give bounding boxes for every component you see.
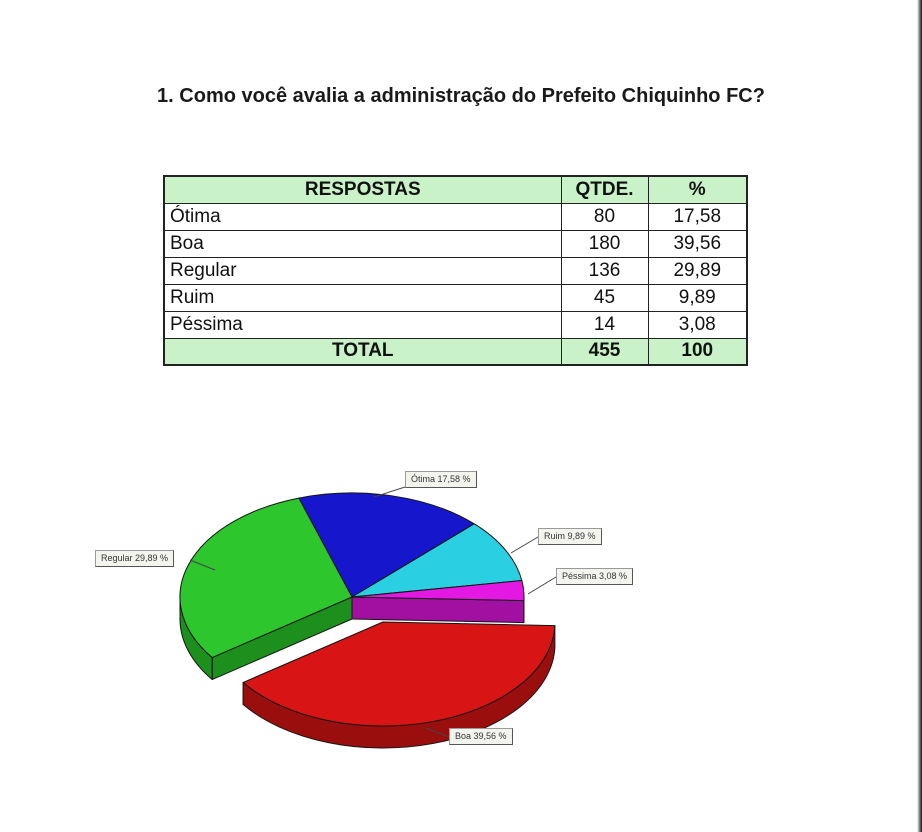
table-cell: 3,08: [647, 310, 748, 339]
col-header-qtde: QTDE.: [560, 175, 649, 204]
slice-top: [242, 621, 556, 727]
pie-label-ruim: Ruim 9,89 %: [538, 528, 602, 545]
table-cell: Ruim: [163, 283, 562, 312]
table-row: Boa 180 39,56: [163, 229, 748, 258]
slice-cut-face: [351, 596, 525, 624]
col-header-pct: %: [647, 175, 748, 204]
pie-slice-péssima: [351, 580, 525, 624]
total-pct: 100: [647, 337, 748, 366]
label-leader-line: [425, 727, 450, 738]
pie-chart-svg: [179, 486, 557, 749]
table-cell: 80: [560, 202, 649, 231]
results-table: RESPOSTAS QTDE. % Ótima 80 17,58 Boa 180 39,5…: [163, 175, 748, 366]
table-cell: 45: [560, 283, 649, 312]
pie-slice-regular: [179, 497, 353, 681]
table-row: Ruim 45 9,89: [163, 283, 748, 312]
slice-top: [298, 492, 475, 598]
table-cell: 39,56: [647, 229, 748, 258]
table-row: Regular 136 29,89: [163, 256, 748, 285]
table-cell: Péssima: [163, 310, 562, 339]
pie-label-regular: Regular 29,89 %: [95, 550, 175, 567]
table-cell: 14: [560, 310, 649, 339]
table-header-row: RESPOSTAS QTDE. %: [163, 175, 748, 204]
total-qtde: 455: [560, 337, 649, 366]
table-cell: Boa: [163, 229, 562, 258]
table-cell: Regular: [163, 256, 562, 285]
total-label: TOTAL: [163, 337, 562, 366]
slice-top: [351, 523, 523, 598]
pie-slice-boa: [242, 621, 556, 749]
label-leader-line: [189, 559, 216, 571]
table-row: Péssima 14 3,08: [163, 310, 748, 339]
label-leader-line: [527, 576, 557, 595]
table-row: Ótima 80 17,58: [163, 202, 748, 231]
table-cell: 17,58: [647, 202, 748, 231]
pie-slice-ruim: [351, 523, 523, 598]
slice-top: [351, 580, 525, 602]
table-cell: Ótima: [163, 202, 562, 231]
slice-top: [179, 497, 353, 659]
table-cell: 180: [560, 229, 649, 258]
table-cell: 29,89: [647, 256, 748, 285]
pie-label-boa: Boa 39,56 %: [449, 728, 513, 745]
page-title: 1. Como você avalia a administração do P…: [157, 85, 765, 107]
label-leader-line: [510, 536, 539, 554]
pie-label-ótima: Ótima 17,58 %: [405, 471, 477, 488]
table-cell: 9,89: [647, 283, 748, 312]
pie-slice-ótima: [298, 492, 475, 598]
table-cell: 136: [560, 256, 649, 285]
pie-chart: [85, 450, 665, 795]
table-total-row: TOTAL 455 100: [163, 337, 748, 366]
label-leader-line: [373, 486, 406, 498]
video-edge-artifact: [917, 0, 922, 832]
col-header-respostas: RESPOSTAS: [163, 175, 562, 204]
pie-label-péssima: Péssima 3,08 %: [556, 568, 634, 585]
